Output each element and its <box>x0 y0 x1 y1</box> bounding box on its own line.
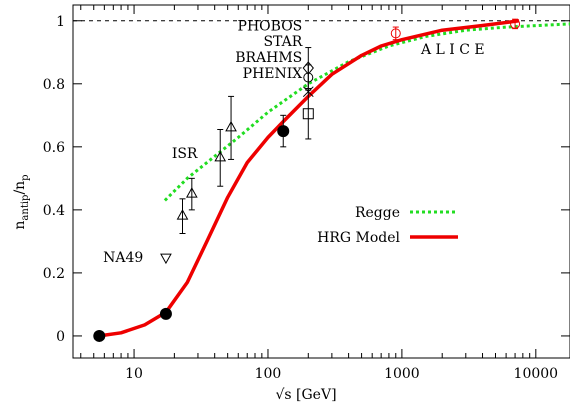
x-tick-label: 100 <box>255 366 282 382</box>
svg-text:nantip/np: nantip/np <box>12 174 31 229</box>
na49-point <box>160 253 172 265</box>
annotation-isr: ISR <box>172 146 198 162</box>
plot-frame <box>72 4 570 359</box>
legend-regge-label: Regge <box>355 205 400 221</box>
y-axis-title-mid: /n <box>12 181 28 195</box>
x-tick-label: 1000 <box>384 366 420 382</box>
y-axis-title-main: n <box>12 221 28 230</box>
hrg-points-point <box>277 125 290 138</box>
y-axis-title-sub-num: antip <box>20 195 31 221</box>
y-tick-label: 0.6 <box>43 140 65 156</box>
annotation-phenix: PHENIX <box>243 66 303 82</box>
y-axis-title: nantip/np <box>12 174 31 229</box>
data-points <box>93 18 521 342</box>
axis-ticks: 10 100 1000 10000 0 0.2 0.4 0.6 0.8 1 <box>43 5 570 382</box>
y-tick-label: 0 <box>56 329 65 345</box>
regge-curve <box>163 22 570 202</box>
annotation-a-l-i-c-e: A L I C E <box>420 42 485 58</box>
alice-point <box>390 28 401 39</box>
isr-point <box>176 209 189 220</box>
legend: Regge HRG Model <box>317 205 458 246</box>
x-axis-title: √s [GeV] <box>275 387 336 403</box>
x-tick-label: 10000 <box>514 366 559 382</box>
annotation-na49: NA49 <box>103 250 143 266</box>
y-tick-label: 1 <box>56 14 65 30</box>
annotation-phobos: PHOBOS <box>238 18 303 34</box>
y-tick-label: 0.8 <box>43 77 65 93</box>
y-tick-label: 0.4 <box>43 203 65 219</box>
plot-border <box>72 4 570 359</box>
x-tick-label: 10 <box>125 366 143 382</box>
isr-point <box>214 150 227 162</box>
brahms-point <box>303 72 314 83</box>
y-tick-label: 0.2 <box>43 266 65 282</box>
y-axis-title-sub-den: p <box>20 174 31 180</box>
hrg-points-point <box>159 307 172 320</box>
phenix-point <box>302 108 314 120</box>
annotation-brahms: BRAHMS <box>235 50 302 66</box>
hrg-model-curve <box>99 19 520 338</box>
annotation-star: STAR <box>263 34 302 50</box>
legend-hrg-model-label: HRG Model <box>317 230 400 246</box>
alice-point <box>510 18 521 29</box>
isr-point <box>225 120 237 132</box>
isr-point <box>185 187 198 198</box>
model-curves <box>99 19 570 338</box>
hrg-points-point <box>93 329 106 342</box>
